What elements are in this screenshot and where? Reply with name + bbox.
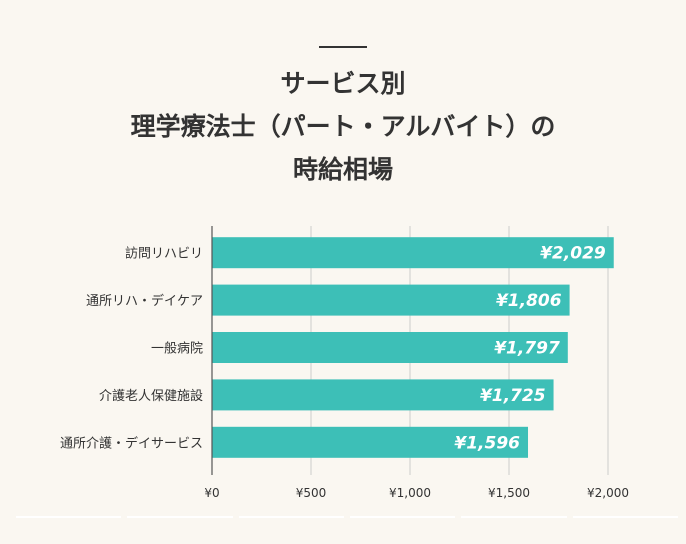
category-label: 通所リハ・デイケア (86, 293, 203, 309)
chart-title-line-2: 理学療法士（パート・アルバイト）の (130, 112, 556, 141)
bar-value-label: ¥2,029 (540, 244, 606, 264)
chart-title-line-3: 時給相場 (292, 155, 393, 184)
x-tick-label: ¥1,000 (389, 486, 431, 500)
title-accent-rule (319, 46, 367, 48)
bar-value-label: ¥1,596 (454, 433, 520, 453)
bottom-divider (16, 516, 678, 518)
category-label: 訪問リハビリ (125, 246, 203, 262)
chart-title-line-1: サービス別 (280, 69, 406, 98)
bar (212, 426, 529, 458)
bar-value-label: ¥1,797 (494, 339, 560, 359)
chart-title: サービス別 理学療法士（パート・アルバイト）の 時給相場 (0, 62, 686, 191)
bar (212, 237, 614, 269)
category-label: 介護老人保健施設 (99, 388, 203, 404)
x-tick-label: ¥500 (296, 486, 327, 500)
axis: ¥0 ¥500 ¥1,000 ¥1,500 ¥2,000 訪問リハビリ通所リハ・デイケア一… (60, 226, 629, 500)
x-tick-label: ¥1,500 (488, 486, 530, 500)
category-label: 一般病院 (151, 341, 203, 357)
bar (212, 379, 554, 411)
bar (212, 332, 568, 363)
bar-value-label: ¥1,806 (496, 291, 562, 311)
category-label: 通所介護・デイサービス (60, 435, 203, 451)
bar (212, 284, 570, 316)
x-tick-label: ¥0 (204, 486, 219, 500)
bars: ¥2,029 ¥1,806 ¥1,797 ¥1,725 ¥1,596 (212, 237, 614, 458)
bar-value-label: ¥1,725 (480, 386, 546, 406)
x-tick-label: ¥2,000 (587, 486, 629, 500)
